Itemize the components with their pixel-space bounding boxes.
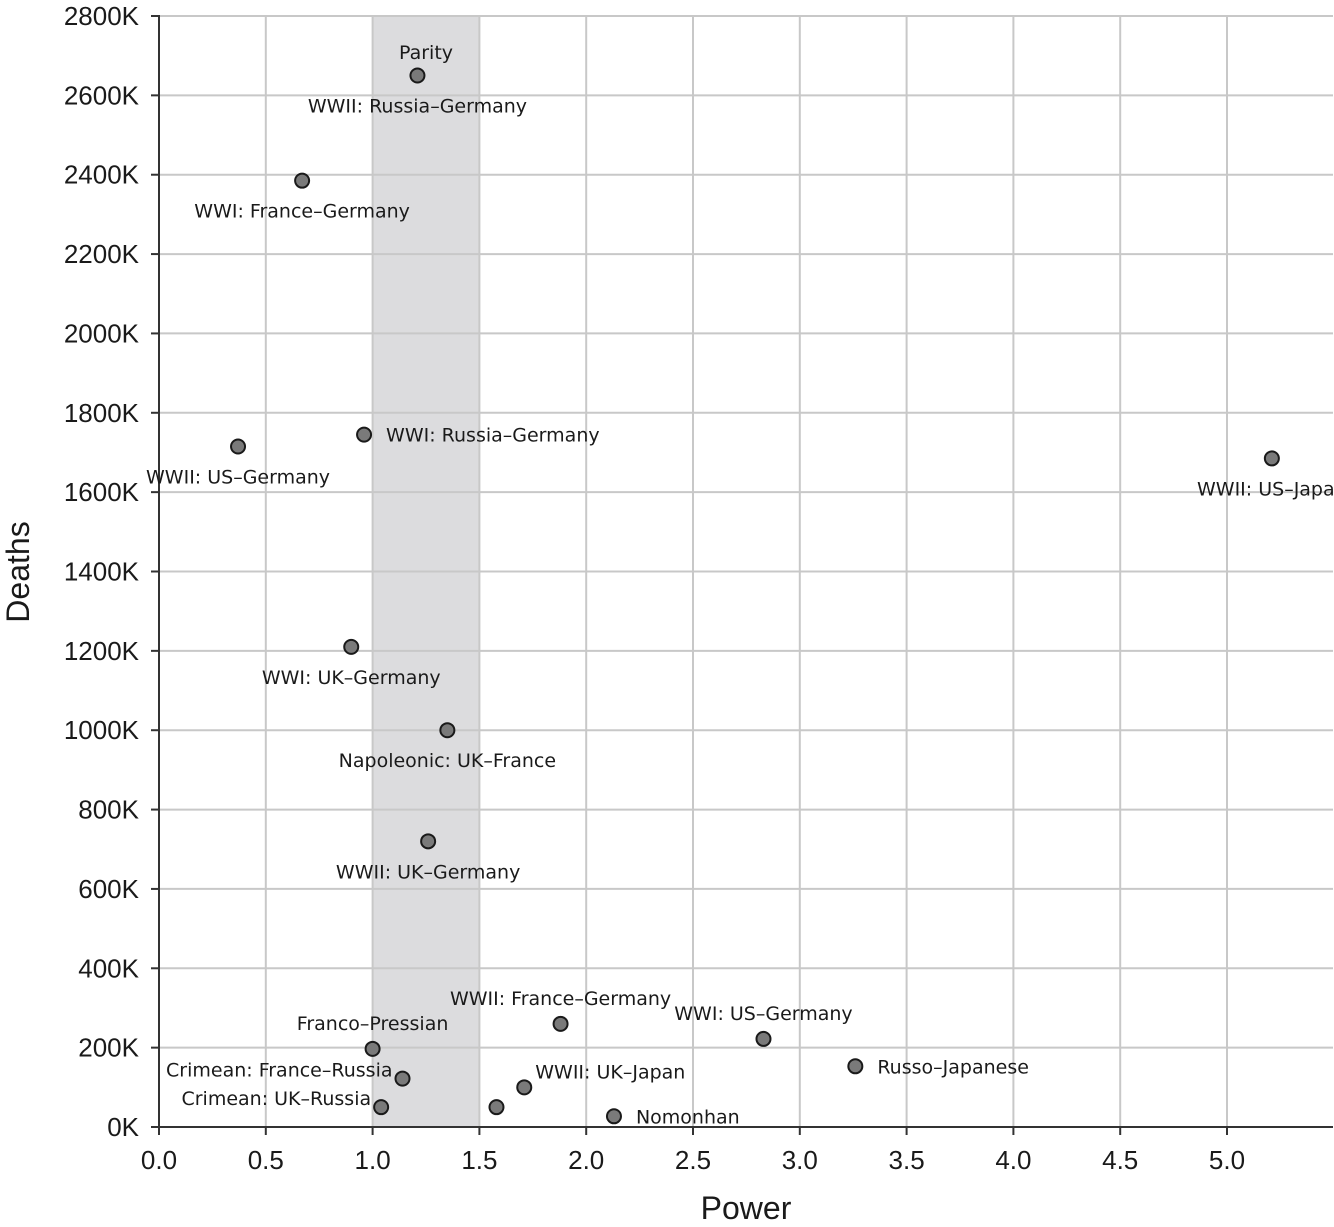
x-tick-label-9: 4.5 xyxy=(1102,1145,1138,1175)
data-point-label-1: WWI: France–Germany xyxy=(194,201,410,223)
data-point-3 xyxy=(230,438,247,455)
y-tick-label-4: 800K xyxy=(78,795,139,825)
data-point-label-10: Franco–Pressian xyxy=(297,1013,449,1035)
data-point-label-15: Crimean: UK–Russia xyxy=(181,1088,371,1110)
data-point-1 xyxy=(294,172,311,189)
data-point-7 xyxy=(420,833,437,850)
data-point-10 xyxy=(364,1040,381,1057)
x-tick-label-7: 3.5 xyxy=(889,1145,925,1175)
y-tick-label-13: 2600K xyxy=(64,80,140,110)
data-point-5 xyxy=(343,638,360,655)
x-tick-label-6: 3.0 xyxy=(782,1145,818,1175)
data-point-13 xyxy=(516,1079,533,1096)
data-point-0 xyxy=(409,67,426,84)
y-tick-label-5: 1000K xyxy=(64,715,140,745)
data-point-label-5: WWI: UK–Germany xyxy=(262,667,441,689)
x-axis-title: Power xyxy=(701,1190,792,1226)
y-tick-label-7: 1400K xyxy=(64,557,140,587)
y-tick-label-8: 1600K xyxy=(64,477,140,507)
data-point-label-0: WWII: Russia–Germany xyxy=(308,96,527,118)
data-point-6 xyxy=(439,722,456,739)
y-tick-label-0: 0K xyxy=(107,1112,139,1142)
data-point-label-11: Russo–Japanese xyxy=(877,1056,1029,1078)
data-point-layer xyxy=(230,67,1280,1125)
y-tick-label-2: 400K xyxy=(78,953,139,983)
tick-label-layer: 0.0 0.5 1.0 1.5 2.0 2.5 3.0 3.5 4.0 4.5 5.0 0K 200K 4… xyxy=(64,1,1245,1175)
data-point-label-8: WWII: France–Germany xyxy=(450,988,671,1010)
data-point-8 xyxy=(552,1015,569,1032)
data-point-label-4: WWII: US–Japan xyxy=(1197,478,1334,500)
y-tick-label-10: 2000K xyxy=(64,318,140,348)
x-tick-label-0: 0.0 xyxy=(141,1145,177,1175)
data-point-12 xyxy=(394,1070,411,1087)
parity-band-label: Parity xyxy=(399,42,453,64)
y-tick-label-9: 1800K xyxy=(64,398,140,428)
data-point-9 xyxy=(755,1030,772,1047)
point-label-layer: WWII: Russia–Germany WWI: France–Germany W… xyxy=(146,96,1334,1129)
x-tick-label-5: 2.5 xyxy=(675,1145,711,1175)
x-tick-label-2: 1.0 xyxy=(355,1145,391,1175)
data-point-label-9: WWI: US–Germany xyxy=(674,1003,852,1025)
data-point-label-3: WWII: US–Germany xyxy=(146,467,330,489)
data-point-label-2: WWI: Russia–Germany xyxy=(386,425,600,447)
data-point-15 xyxy=(373,1099,390,1116)
x-tick-label-4: 2.0 xyxy=(568,1145,604,1175)
data-point-label-12: Crimean: France–Russia xyxy=(166,1060,392,1082)
y-axis-title: Deaths xyxy=(0,521,36,622)
x-tick-label-8: 4.0 xyxy=(995,1145,1031,1175)
data-point-2 xyxy=(356,426,373,443)
y-tick-label-11: 2200K xyxy=(64,239,140,269)
x-tick-label-1: 0.5 xyxy=(248,1145,284,1175)
data-point-label-6: Napoleonic: UK–France xyxy=(339,750,556,772)
grid-layer xyxy=(159,15,1333,1127)
data-point-label-13: WWII: UK–Japan xyxy=(535,1061,685,1083)
y-tick-label-14: 2800K xyxy=(64,1,140,31)
data-point-14 xyxy=(488,1099,505,1116)
x-tick-label-3: 1.5 xyxy=(461,1145,497,1175)
data-point-label-7: WWII: UK–Germany xyxy=(336,861,520,883)
y-tick-label-1: 200K xyxy=(78,1033,139,1063)
data-point-11 xyxy=(847,1058,864,1075)
data-point-label-16: Nomonhan xyxy=(636,1106,740,1128)
x-tick-label-10: 5.0 xyxy=(1209,1145,1245,1175)
y-tick-label-3: 600K xyxy=(78,874,139,904)
data-point-16 xyxy=(605,1108,622,1125)
y-tick-label-6: 1200K xyxy=(64,636,140,666)
y-tick-label-12: 2400K xyxy=(64,160,140,190)
data-point-4 xyxy=(1263,450,1280,467)
